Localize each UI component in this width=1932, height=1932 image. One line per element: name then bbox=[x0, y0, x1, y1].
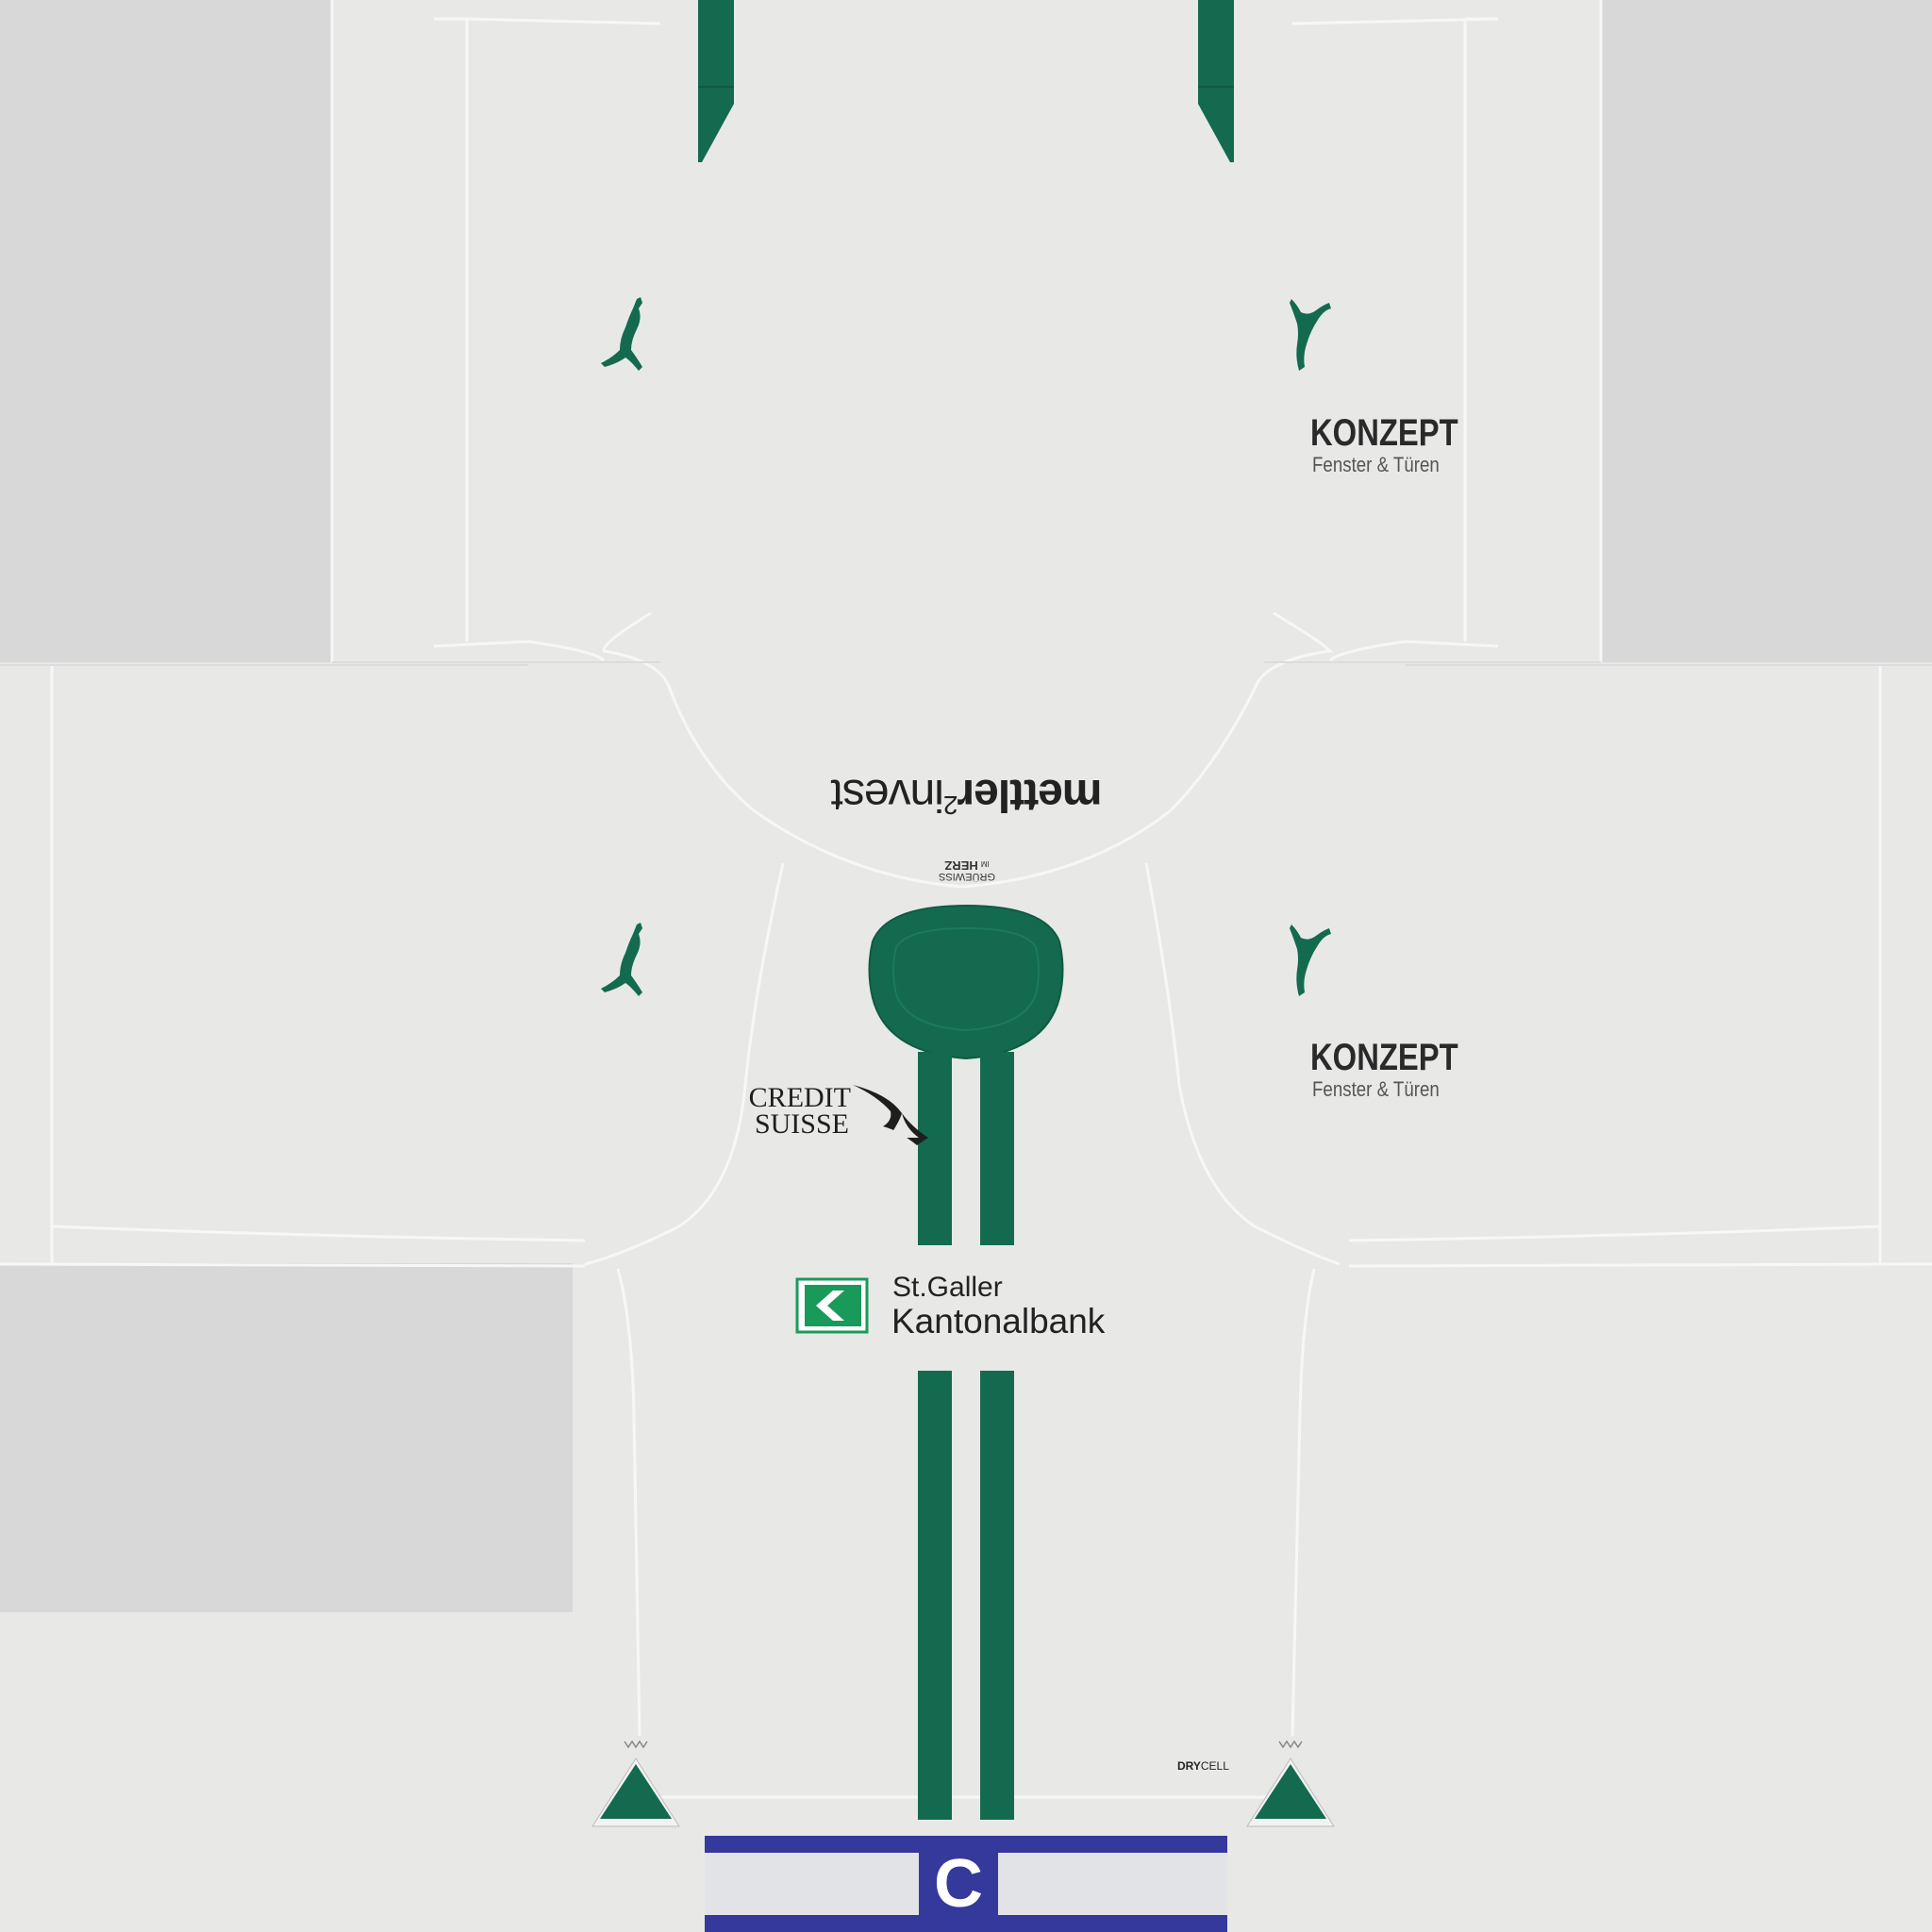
green-stripe bbox=[918, 1371, 952, 1820]
armband-white-band-right bbox=[998, 1853, 1227, 1915]
green-stripe bbox=[980, 1052, 1014, 1245]
drycell-bold: DRY bbox=[1177, 1759, 1201, 1773]
captain-armband: C bbox=[705, 1836, 1227, 1932]
sgkb-line1: St.Galler bbox=[892, 1272, 1003, 1303]
tag-line3: HERZ bbox=[944, 858, 978, 873]
template-area-top-right bbox=[1601, 0, 1932, 662]
collar-tip-right bbox=[1198, 0, 1234, 162]
sgkb-line2: Kantonalbank bbox=[891, 1302, 1106, 1341]
green-stripe bbox=[980, 1371, 1014, 1820]
konzept-name: KONZEPT bbox=[1310, 412, 1458, 454]
puma-cat-icon bbox=[601, 923, 642, 996]
drycell-label: DRYCELL bbox=[1177, 1759, 1229, 1773]
collar-tag-gruewiss: GRÜEWISS IM HERZ bbox=[934, 858, 1000, 882]
armband-white-band-left bbox=[705, 1853, 919, 1915]
konzept-name: KONZEPT bbox=[1310, 1037, 1458, 1078]
sleeve-sponsor-konzept: KONZEPT Fenster & Türen bbox=[1310, 1038, 1491, 1102]
tag-line2: IM bbox=[980, 859, 990, 868]
mettler-sup: 2 bbox=[943, 791, 958, 820]
mettler-rest: invest bbox=[831, 770, 944, 820]
konzept-subtitle: Fenster & Türen bbox=[1312, 453, 1440, 476]
sgkb-logo-icon bbox=[795, 1277, 869, 1334]
sleeve-sponsor-konzept: KONZEPT Fenster & Türen bbox=[1310, 413, 1491, 477]
template-area-top-left bbox=[0, 0, 332, 662]
konzept-subtitle: Fenster & Türen bbox=[1312, 1077, 1440, 1101]
back-sponsor-mettler: mettler2invest bbox=[821, 769, 1113, 821]
credit-suisse-sails-icon bbox=[853, 1085, 928, 1145]
template-area-bottom-left bbox=[0, 1263, 573, 1612]
puma-cat-icon bbox=[1290, 924, 1331, 996]
credit-line2: SUISSE bbox=[754, 1108, 849, 1140]
credit-line1: CREDIT bbox=[748, 1082, 851, 1113]
collar-back-patch bbox=[868, 904, 1064, 1060]
captain-letter: C bbox=[934, 1846, 983, 1922]
credit-suisse-text: CREDIT SUISSE bbox=[745, 1082, 851, 1140]
collar-tip-left bbox=[698, 0, 734, 162]
side-vent-left bbox=[591, 1740, 680, 1827]
puma-cat-icon bbox=[601, 297, 642, 371]
green-stripe bbox=[918, 1052, 952, 1245]
side-vent-right bbox=[1246, 1740, 1335, 1827]
mettler-bold: mettler bbox=[958, 770, 1103, 820]
puma-cat-icon bbox=[1290, 299, 1331, 371]
drycell-rest: CELL bbox=[1200, 1759, 1229, 1773]
